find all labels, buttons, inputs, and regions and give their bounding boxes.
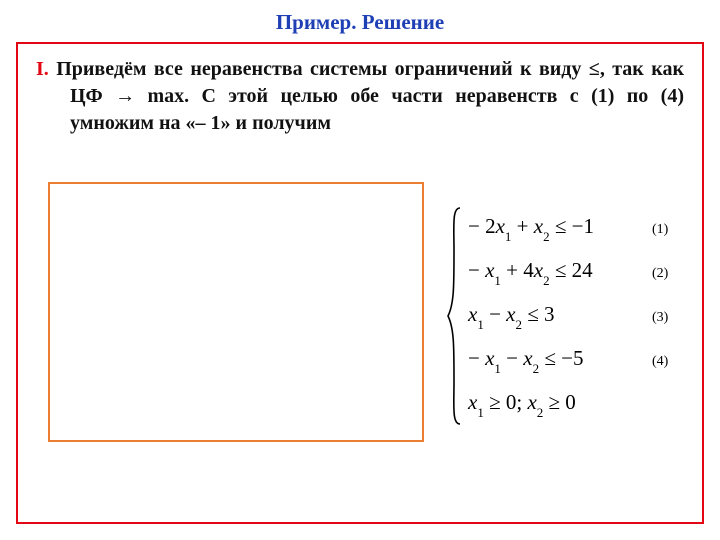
paragraph: I. Приведём все неравенства системы огра… [36,56,684,137]
equation-number: (3) [622,310,668,326]
inner-placeholder-box [48,182,424,442]
equation-row: x1 − x2 ≤ 3(3) [468,302,668,330]
equation-row: − x1 − x2 ≤ −5(4) [468,346,668,374]
equation-number: (1) [622,222,668,238]
equation-body: − x1 + 4x2 ≤ 24 [468,258,622,286]
inequality-system: − 2x1 + x2 ≤ −1(1) − x1 + 4x2 ≤ 24(2) x1 −… [446,206,702,426]
main-outline: I. Приведём все неравенства системы огра… [16,42,704,524]
equation-row: − x1 + 4x2 ≤ 24(2) [468,258,668,286]
page-title: Пример. Решение [0,0,720,41]
equation-body: x1 ≥ 0; x2 ≥ 0 [468,390,622,418]
equation-row: x1 ≥ 0; x2 ≥ 0 [468,390,668,418]
equation-body: − 2x1 + x2 ≤ −1 [468,214,622,242]
step-roman: I. [36,58,49,80]
left-brace-icon [446,206,464,426]
equation-number: (2) [622,266,668,282]
equation-body: − x1 − x2 ≤ −5 [468,346,622,374]
title-text: Пример. Решение [276,10,444,34]
equation-body: x1 − x2 ≤ 3 [468,302,622,330]
equation-row: − 2x1 + x2 ≤ −1(1) [468,214,668,242]
equation-column: − 2x1 + x2 ≤ −1(1) − x1 + 4x2 ≤ 24(2) x1 −… [464,206,668,426]
equation-number: (4) [622,354,668,370]
paragraph-text: Приведём все неравенства системы огранич… [56,58,684,134]
